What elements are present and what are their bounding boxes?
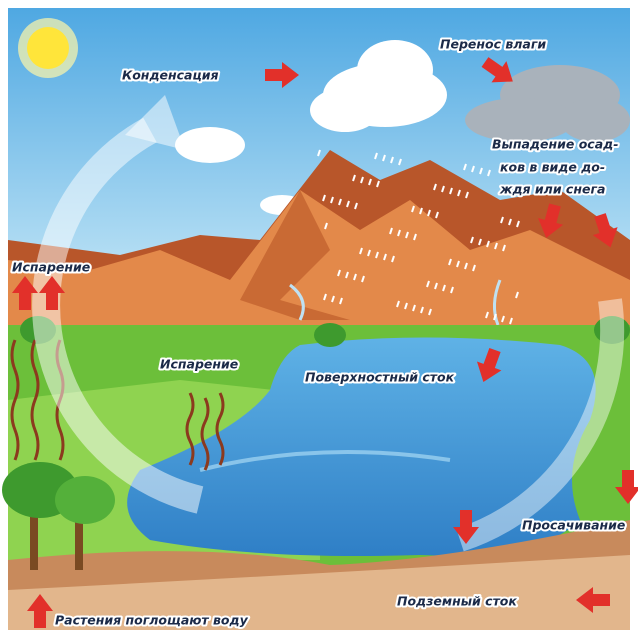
cloud bbox=[357, 40, 433, 100]
label: Испарение bbox=[160, 357, 238, 372]
label: Перенос влаги bbox=[440, 37, 546, 52]
cloud bbox=[310, 88, 380, 132]
page: Конденсация Перенос влаги Выпадение осад… bbox=[0, 0, 638, 630]
label: Просачивание bbox=[522, 518, 625, 533]
label: Конденсация bbox=[122, 68, 219, 83]
sun-disk bbox=[27, 27, 69, 69]
label: Подземный сток bbox=[397, 594, 517, 609]
sun bbox=[18, 18, 78, 78]
cloud bbox=[560, 98, 630, 142]
label: ждя или снега bbox=[499, 182, 605, 197]
label: Растения поглощают воду bbox=[55, 613, 249, 628]
label: Поверхностный сток bbox=[305, 370, 455, 385]
cloud bbox=[175, 127, 245, 163]
label: Испарение bbox=[12, 260, 90, 275]
label: ков в виде до- bbox=[500, 160, 605, 175]
label: Выпадение осад- bbox=[492, 137, 618, 152]
water-cycle-diagram: Конденсация Перенос влаги Выпадение осад… bbox=[0, 0, 638, 630]
tree-crown bbox=[55, 476, 115, 524]
tree-crown bbox=[314, 323, 346, 347]
cloud bbox=[465, 98, 575, 142]
